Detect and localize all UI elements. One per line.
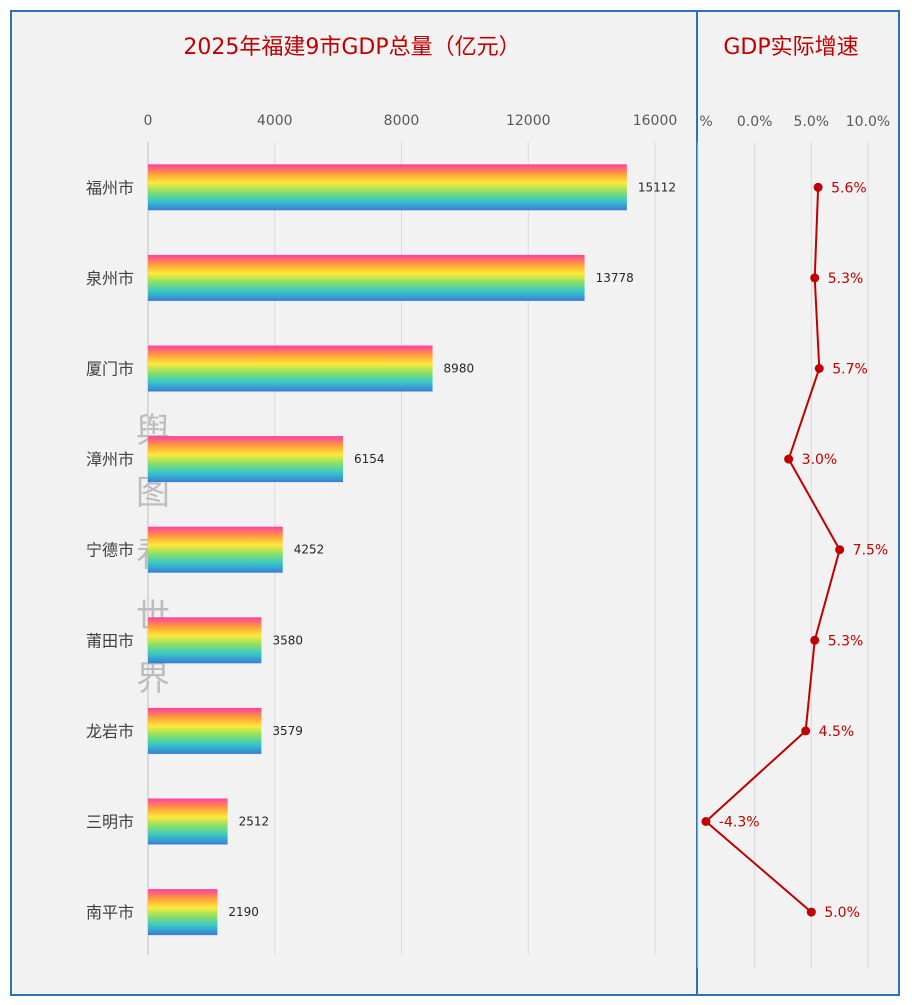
growth-point [835, 545, 845, 555]
city-label: 厦门市 [86, 360, 134, 379]
gdp-bar [148, 707, 262, 754]
gdp-value-label: 2190 [228, 905, 259, 919]
growth-axis-tick-label: 0.0% [737, 114, 773, 130]
bar-axis-tick-label: 8000 [384, 113, 420, 129]
growth-point [813, 182, 823, 192]
growth-value-label: 7.5% [853, 543, 889, 559]
gdp-value-label: 3579 [272, 724, 303, 738]
growth-point [806, 907, 816, 917]
gdp-bar [148, 889, 218, 936]
city-label: 泉州市 [86, 269, 134, 288]
growth-value-label: 5.7% [832, 362, 868, 378]
gdp-total-title: 2025年福建9市GDP总量（亿元） [183, 35, 520, 60]
growth-value-label: 5.6% [831, 180, 867, 196]
growth-line-chart: % 0.0% 5.0% 10.0% 5.6% 5.3% 5.7% 3.0% 7.5% 5.3% 4.… [697, 114, 890, 968]
city-label: 福州市 [86, 178, 134, 197]
city-label: 三明市 [86, 813, 134, 832]
growth-value-label: 3.0% [802, 452, 838, 468]
gdp-value-label: 15112 [638, 180, 676, 194]
city-label: 漳州市 [86, 450, 134, 469]
gdp-bar [148, 254, 585, 301]
gdp-value-label: 8980 [444, 362, 475, 376]
growth-value-label: -4.3% [719, 815, 760, 831]
gdp-bar [148, 164, 627, 211]
gdp-bar [148, 345, 433, 392]
gdp-value-label: 4252 [294, 543, 325, 557]
bar-axis-tick-label: 16000 [633, 113, 678, 129]
city-label: 宁德市 [86, 541, 134, 560]
gdp-value-label: 2512 [239, 815, 270, 829]
growth-point [810, 273, 820, 283]
gdp-bar [148, 798, 228, 845]
growth-point [701, 817, 711, 826]
gdp-value-label: 3580 [272, 633, 303, 647]
city-label: 南平市 [86, 903, 134, 922]
growth-point [784, 454, 794, 464]
city-label: 莆田市 [86, 631, 134, 650]
gdp-bar [148, 436, 344, 483]
growth-axis-tick-label: 5.0% [794, 114, 830, 130]
growth-axis-tick-label: % [699, 114, 712, 130]
watermark-char: 界 [136, 659, 170, 699]
growth-value-label: 5.3% [828, 271, 864, 287]
growth-line [704, 187, 841, 913]
growth-value-label: 5.3% [828, 633, 864, 649]
bar-axis-tick-label: 12000 [506, 113, 551, 129]
growth-point [814, 364, 824, 373]
bar-axis-tick-label: 4000 [257, 113, 293, 129]
city-label: 龙岩市 [86, 722, 134, 741]
gdp-growth-title: GDP实际增速 [723, 35, 858, 60]
growth-value-label: 4.5% [819, 724, 855, 740]
bar-axis-tick-label: 0 [144, 113, 153, 129]
gdp-value-label: 6154 [354, 452, 385, 466]
growth-point [801, 726, 811, 736]
bar-chart: 0 4000 8000 12000 16000 福州市 15112 泉州市 13778 厦门市 89… [86, 113, 677, 955]
growth-axis-tick-label: 10.0% [846, 114, 890, 130]
gdp-bar [148, 617, 262, 664]
gdp-value-label: 13778 [596, 271, 634, 285]
growth-value-label: 5.0% [824, 905, 860, 921]
gdp-bar [148, 526, 283, 573]
growth-point [810, 635, 820, 645]
panel-divider [696, 10, 698, 996]
